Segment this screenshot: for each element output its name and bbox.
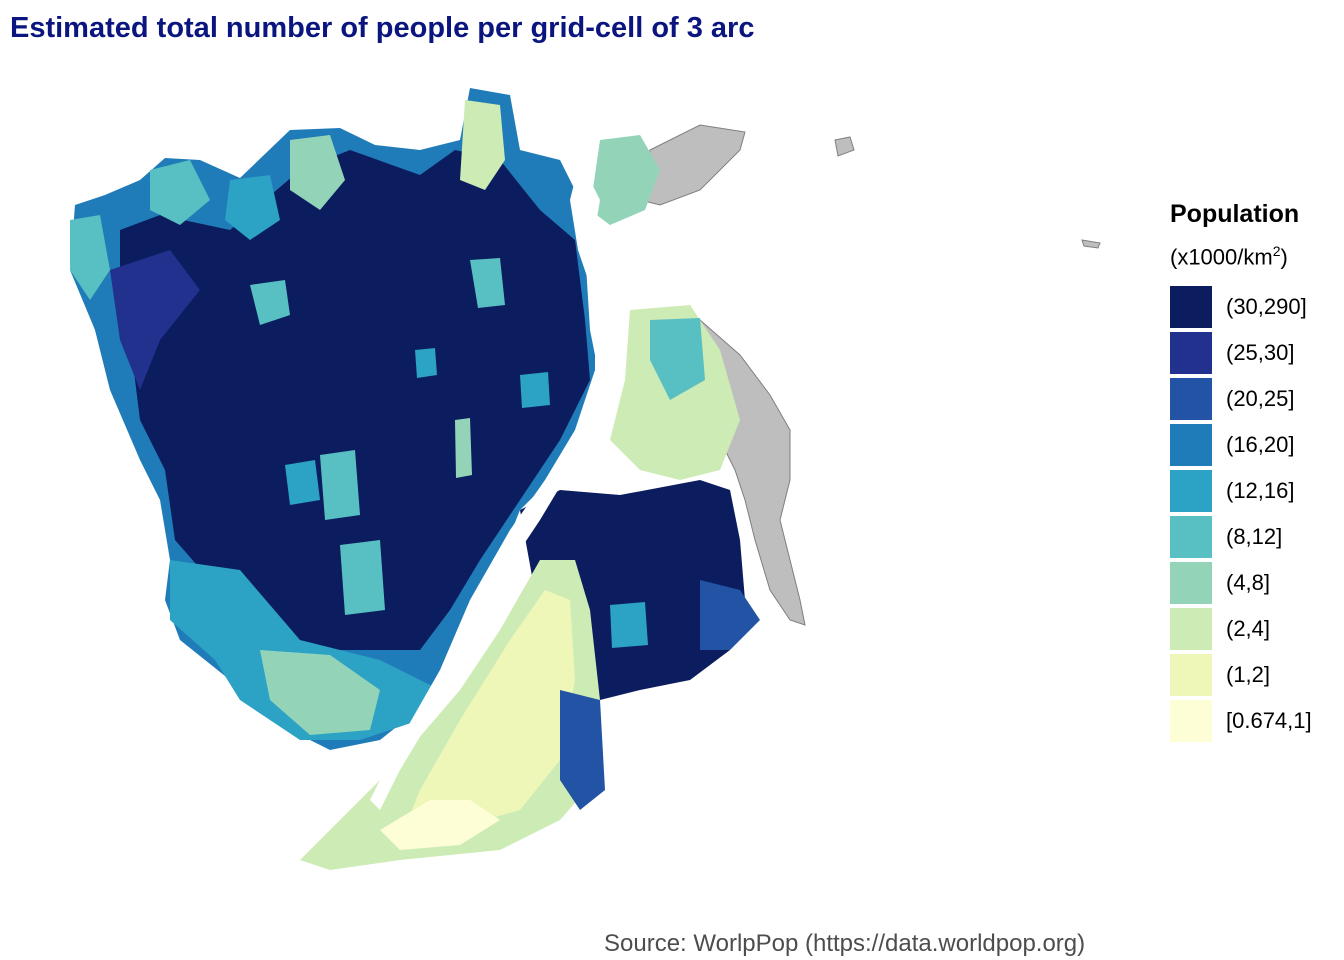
area-east-mid-blue: [650, 318, 705, 400]
legend-unit-suffix: ): [1280, 244, 1288, 270]
area-east-edge: [700, 580, 760, 650]
legend-item: (20,25]: [1170, 376, 1312, 422]
density-layer: [70, 88, 760, 870]
legend-swatch: [1170, 424, 1212, 467]
legend-swatch: [1170, 700, 1212, 743]
legend-label: (25,30]: [1226, 340, 1295, 366]
legend-swatch: [1170, 562, 1212, 605]
area-west-ring: [110, 250, 200, 390]
area-south-dark: [560, 690, 605, 810]
legend-item: (8,12]: [1170, 514, 1312, 560]
pocket-inner-7: [455, 418, 472, 478]
pocket-inner-5: [340, 540, 385, 615]
legend-item: (25,30]: [1170, 330, 1312, 376]
legend-item: (30,290]: [1170, 284, 1312, 330]
legend-label: (30,290]: [1226, 294, 1307, 320]
area-northeast: [590, 135, 660, 225]
pocket-inner-3: [285, 460, 320, 505]
legend-item: (4,8]: [1170, 560, 1312, 606]
harbour-channel: [370, 160, 620, 810]
pocket-inner-1: [250, 280, 290, 325]
legend-label: (12,16]: [1226, 478, 1295, 504]
map-title: Estimated total number of people per gri…: [10, 12, 755, 44]
legend-swatch: [1170, 654, 1212, 697]
legend-item: (16,20]: [1170, 422, 1312, 468]
pocket-inner-4: [320, 450, 360, 520]
legend-item: (12,16]: [1170, 468, 1312, 514]
area-south-tip: [380, 800, 500, 850]
area-south-wedge-light: [400, 590, 575, 840]
pocket-inner-6: [520, 372, 550, 408]
land-tiny-islet: [1081, 239, 1101, 249]
legend-label: (16,20]: [1226, 432, 1295, 458]
pocket-inner-8: [415, 348, 437, 378]
legend-swatch: [1170, 286, 1212, 329]
pocket-east-1: [610, 602, 648, 648]
legend-title: Population: [1170, 200, 1300, 228]
legend-label: (20,25]: [1226, 386, 1295, 412]
legend-unit: (x1000/km2): [1170, 243, 1312, 270]
legend-unit-prefix: (x1000/km: [1170, 244, 1273, 270]
legend-item: [0.674,1]: [1170, 698, 1312, 744]
legend-swatch: [1170, 470, 1212, 513]
pocket-north-2: [290, 135, 345, 210]
pocket-inner-2: [470, 258, 505, 308]
legend-label: [0.674,1]: [1226, 708, 1312, 734]
legend-swatch: [1170, 516, 1212, 559]
legend-swatch: [1170, 378, 1212, 421]
map-legend: Population (x1000/km2) (30,290] (25,30] …: [1170, 200, 1312, 744]
legend-label: (1,2]: [1226, 662, 1271, 688]
pocket-west-edge: [70, 215, 110, 300]
source-caption: Source: WorlpPop (https://data.worldpop.…: [604, 930, 1086, 957]
legend-swatch: [1170, 332, 1212, 375]
legend-swatch: [1170, 608, 1212, 651]
pocket-north-3: [150, 160, 210, 225]
area-southwest-light: [260, 650, 380, 735]
legend-unit-exponent: 2: [1272, 243, 1281, 259]
legend-item: (2,4]: [1170, 606, 1312, 652]
legend-item: (1,2]: [1170, 652, 1312, 698]
land-small-island: [834, 136, 855, 157]
legend-label: (4,8]: [1226, 570, 1271, 596]
legend-label: (8,12]: [1226, 524, 1283, 550]
pocket-north-4: [225, 175, 280, 240]
pocket-north-1: [460, 100, 505, 190]
legend-label: (2,4]: [1226, 616, 1271, 642]
